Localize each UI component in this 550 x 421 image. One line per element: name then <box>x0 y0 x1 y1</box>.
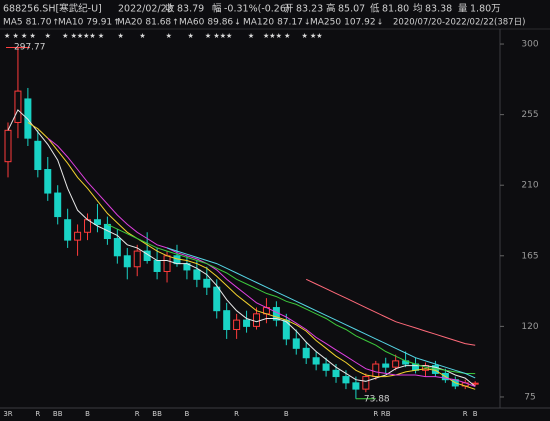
candle-body <box>362 376 370 390</box>
candle-body <box>14 90 22 123</box>
field-value: 85.07 <box>338 4 365 15</box>
y-tick-label: 75 <box>524 392 535 402</box>
event-marker: B <box>85 410 90 418</box>
ma-line <box>107 223 476 375</box>
candle-body <box>372 363 380 378</box>
field-label: 均 <box>413 3 423 15</box>
candle-body <box>34 140 42 171</box>
ma-line <box>166 247 476 379</box>
field-label: 收 <box>165 3 175 15</box>
event-marker: R <box>135 410 140 418</box>
legend-trend: ↑ <box>52 18 59 27</box>
field-label: 开 <box>284 4 294 15</box>
field-label: 量 <box>458 4 468 15</box>
ma-line <box>305 278 476 346</box>
ma-line <box>27 122 476 390</box>
event-marker: B <box>185 410 190 418</box>
candle-body <box>382 363 390 368</box>
legend-trend: ↓ <box>234 18 241 27</box>
event-marker: R <box>35 410 40 418</box>
event-marker: B <box>473 410 478 418</box>
legend-trend: ↓ <box>377 18 384 27</box>
event-stars: ★ ★ ★ ★ ★ ★ ★★★★ ★ ★ ★ ★ ★ ★ ★★★ ★ ★★★ ★… <box>4 32 323 40</box>
legend-value: 107.92 <box>344 18 376 28</box>
candle-body <box>213 286 221 312</box>
ma-line <box>7 109 476 387</box>
field-value: 83.23 <box>296 4 323 15</box>
y-tick-label: 255 <box>521 110 538 120</box>
candle-body <box>153 259 161 272</box>
candle-body <box>332 369 340 378</box>
candle-body <box>342 376 350 384</box>
legend-name: MA10 <box>58 18 84 28</box>
field-label: 低 <box>370 3 380 15</box>
legend-value: 79.91 <box>86 18 112 28</box>
candle-body <box>282 319 290 340</box>
event-marker: BB <box>152 410 162 418</box>
legend-name: MA60 <box>179 18 205 28</box>
candle-body <box>24 98 32 139</box>
field-label: 幅 <box>212 3 222 15</box>
candle-body <box>123 255 131 268</box>
candle-body <box>133 250 141 268</box>
candle-body <box>253 313 260 327</box>
field-label: 高 <box>326 3 336 15</box>
candle-body <box>74 231 82 241</box>
event-marker: BB <box>53 410 63 418</box>
field-value: 1.80万 <box>470 4 501 15</box>
legend-trend: ↓ <box>304 18 311 27</box>
candle-body <box>243 319 251 327</box>
candle-body <box>292 338 300 349</box>
candle-body <box>233 319 241 331</box>
event-marker: 3R <box>3 410 12 418</box>
stock-code: 688256.SH[寒武纪-U] <box>3 3 102 15</box>
candle-body <box>44 169 52 194</box>
event-marker: RB <box>381 410 391 418</box>
legend-name: MA250 <box>310 18 341 28</box>
candle-body <box>302 347 310 359</box>
candle-body <box>64 219 72 241</box>
legend-trend: ↑ <box>172 18 179 27</box>
candle-body <box>322 363 330 371</box>
legend-name: MA5 <box>3 18 23 28</box>
candle-body <box>223 310 231 331</box>
candle-body <box>392 360 400 368</box>
date-range: 2020/07/20-2022/02/22(387日) <box>393 18 525 28</box>
max-label: 297.77 <box>14 43 46 53</box>
legend-name: MA20 <box>117 18 143 28</box>
ma-line <box>47 137 476 387</box>
candle-body <box>203 278 211 288</box>
field-value: -0.31%(-0.26) <box>224 4 290 15</box>
quote-date: 2022/02/22 <box>118 4 173 15</box>
legend-trend: ↑ <box>113 18 120 27</box>
candle-body <box>4 129 12 163</box>
candle-body <box>113 238 121 257</box>
candle-body <box>193 269 201 280</box>
event-marker: R <box>234 410 239 418</box>
event-marker: B <box>284 410 289 418</box>
field-value: 81.80 <box>382 4 409 15</box>
event-marker: R <box>463 410 468 418</box>
field-value: 83.79 <box>177 4 204 15</box>
y-tick-label: 120 <box>521 322 538 332</box>
candle-body <box>312 357 320 365</box>
field-value: 83.38 <box>425 4 452 15</box>
candle-body <box>54 192 62 218</box>
y-tick-label: 165 <box>521 251 538 261</box>
legend-value: 87.17 <box>277 18 303 28</box>
legend-value: 81.68 <box>145 18 171 28</box>
legend-value: 81.70 <box>26 18 52 28</box>
min-label: 73.88 <box>364 395 390 405</box>
y-tick-label: 210 <box>521 181 538 191</box>
candle-body <box>93 219 101 225</box>
y-tick-label: 300 <box>521 40 538 50</box>
legend-name: MA120 <box>243 18 274 28</box>
candle-body <box>352 382 360 390</box>
candle-body <box>163 255 171 272</box>
legend-value: 89.86 <box>207 18 233 28</box>
event-marker: R <box>373 410 378 418</box>
